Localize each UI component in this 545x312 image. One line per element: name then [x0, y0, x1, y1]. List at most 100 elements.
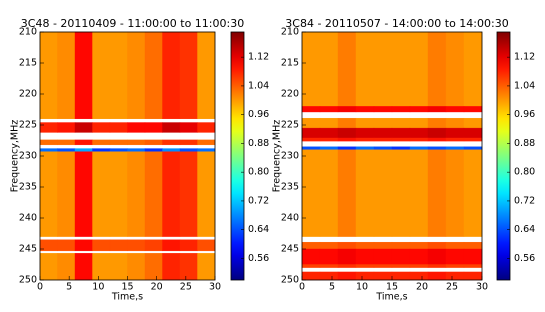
heatmap-cell — [301, 271, 321, 281]
heatmap-cell — [301, 146, 321, 150]
colorbar-tick-label: 1.12 — [514, 52, 535, 63]
heatmap-cell — [319, 127, 339, 139]
heatmap-cell — [197, 151, 216, 237]
chart-title: 3C48 - 20110409 - 11:00:00 to 11:00:30 — [21, 17, 244, 30]
heatmap-cell — [409, 241, 429, 250]
heatmap-cell — [319, 264, 339, 268]
heatmap-cell — [409, 31, 429, 107]
heatmap-cell — [144, 151, 163, 237]
heatmap-cell — [373, 248, 393, 265]
x-tick-label: 10 — [92, 282, 104, 293]
heatmap-cell — [92, 253, 111, 281]
heatmap-cell — [337, 271, 357, 281]
heatmap-cell — [355, 117, 375, 129]
heatmap-cell — [445, 271, 465, 281]
heatmap-cell — [355, 248, 375, 265]
heatmap-cell — [463, 149, 483, 237]
heatmap-cell — [427, 248, 447, 265]
heatmap-cell — [301, 31, 321, 107]
heatmap-cell — [391, 241, 411, 250]
colorbar-tick-label: 0.88 — [514, 138, 535, 149]
heatmap-cell — [197, 31, 216, 120]
heatmap-cell — [92, 148, 111, 152]
heatmap-cell — [337, 106, 357, 113]
colorbar-tick-label: 0.72 — [514, 195, 535, 206]
heatmap-cell — [57, 122, 76, 133]
heatmap-cell — [162, 148, 181, 152]
heatmap-cell — [355, 106, 375, 113]
heatmap-cell — [74, 139, 93, 146]
y-tick-label: 215 — [19, 58, 37, 69]
heatmap-cell — [337, 241, 357, 250]
heatmap-cell — [319, 31, 339, 107]
heatmap-cell — [445, 146, 465, 150]
heatmap-cell — [463, 241, 483, 250]
heatmap-cell — [319, 117, 339, 129]
heatmap-cell — [427, 241, 447, 250]
heatmap-cell — [39, 31, 58, 120]
heatmap-cell — [409, 146, 429, 150]
heatmap-cell — [445, 248, 465, 265]
heatmap-cell — [92, 122, 111, 133]
heatmap-cell — [179, 31, 198, 120]
heatmap-cell — [427, 117, 447, 129]
heatmap-cell — [463, 106, 483, 113]
heatmap-cell — [445, 31, 465, 107]
heatmap-cell — [427, 127, 447, 139]
x-axis-label: Time,s — [375, 292, 407, 303]
heatmap-cell — [391, 248, 411, 265]
colorbar-tick-label: 0.80 — [248, 167, 269, 178]
x-tick-label: 20 — [416, 282, 428, 293]
heatmap-cell — [427, 106, 447, 113]
colorbar — [230, 31, 245, 281]
heatmap-cell — [162, 253, 181, 281]
y-tick-label: 240 — [19, 213, 37, 224]
x-tick-label: 5 — [66, 282, 72, 293]
heatmap-cell — [301, 127, 321, 139]
y-tick-label: 220 — [19, 89, 37, 100]
x-tick-label: 30 — [209, 282, 221, 293]
heatmap-cell — [144, 31, 163, 120]
heatmap-cell — [445, 117, 465, 129]
heatmap-cell — [391, 31, 411, 107]
heatmap-cell — [319, 149, 339, 237]
heatmap-cell — [179, 139, 198, 146]
heatmap-cell — [127, 122, 146, 133]
heatmap-cell — [409, 271, 429, 281]
colorbar-tick-label: 0.88 — [248, 138, 269, 149]
heatmap-cell — [463, 248, 483, 265]
heatmap-cell — [373, 264, 393, 268]
heatmap-cell — [373, 271, 393, 281]
heatmap-cell — [409, 264, 429, 268]
heatmap-cell — [301, 248, 321, 265]
colorbar-tick-label: 0.56 — [514, 253, 535, 264]
x-tick-label: 0 — [299, 282, 305, 293]
x-tick-label: 30 — [476, 282, 488, 293]
heatmap-cell — [92, 239, 111, 252]
x-tick-label: 15 — [121, 282, 133, 293]
heatmap-cell — [463, 127, 483, 139]
y-tick-label: 210 — [281, 27, 299, 38]
heatmap-cell — [109, 253, 128, 281]
chart-title: 3C84 - 20110507 - 14:00:00 to 14:00:30 — [285, 17, 508, 30]
heatmap-cell — [57, 253, 76, 281]
heatmap-cell — [301, 117, 321, 129]
y-tick-label: 250 — [19, 275, 37, 286]
heatmap-cell — [337, 146, 357, 150]
heatmap-cell — [197, 239, 216, 252]
heatmap-cell — [355, 271, 375, 281]
heatmap-cell — [319, 241, 339, 250]
y-tick-label: 230 — [19, 151, 37, 162]
heatmap-cell — [144, 122, 163, 133]
heatmap-cell — [127, 148, 146, 152]
colorbar-tick-label: 0.96 — [514, 109, 535, 120]
heatmap-cell — [445, 264, 465, 268]
heatmap-cell — [92, 139, 111, 146]
heatmap-cell — [144, 139, 163, 146]
heatmap-cell — [127, 253, 146, 281]
colorbar-tick-label: 1.12 — [248, 52, 269, 63]
y-tick-label: 250 — [281, 275, 299, 286]
heatmap-cell — [463, 31, 483, 107]
